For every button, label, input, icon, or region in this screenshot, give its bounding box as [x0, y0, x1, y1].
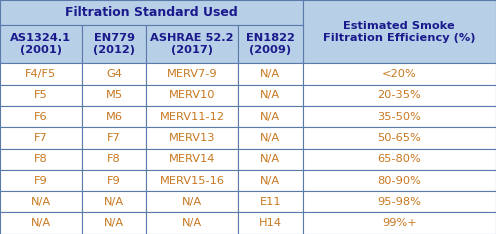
Bar: [82, 127, 146, 149]
Bar: [238, 63, 303, 85]
Text: Filtration Standard Used: Filtration Standard Used: [65, 6, 238, 19]
Text: N/A: N/A: [260, 133, 280, 143]
Bar: [303, 0, 496, 63]
Bar: [238, 25, 303, 63]
Text: F7: F7: [34, 133, 48, 143]
Text: 65-80%: 65-80%: [377, 154, 421, 164]
Bar: [238, 149, 303, 170]
Text: N/A: N/A: [260, 69, 280, 79]
Text: F4/F5: F4/F5: [25, 69, 57, 79]
Text: N/A: N/A: [260, 90, 280, 100]
Bar: [82, 25, 146, 63]
Bar: [146, 127, 238, 149]
Bar: [146, 170, 238, 191]
Bar: [0, 25, 82, 63]
Text: F5: F5: [34, 90, 48, 100]
Text: 35-50%: 35-50%: [377, 112, 421, 122]
Bar: [238, 85, 303, 106]
Bar: [82, 85, 146, 106]
Bar: [238, 127, 303, 149]
Text: N/A: N/A: [31, 218, 51, 228]
Text: F6: F6: [34, 112, 48, 122]
Bar: [238, 212, 303, 234]
Text: ASHRAE 52.2
(2017): ASHRAE 52.2 (2017): [150, 33, 234, 55]
Text: F7: F7: [107, 133, 121, 143]
Text: 20-35%: 20-35%: [377, 90, 421, 100]
Text: M5: M5: [106, 90, 123, 100]
Bar: [238, 191, 303, 212]
Text: N/A: N/A: [260, 112, 280, 122]
Bar: [238, 170, 303, 191]
Text: AS1324.1
(2001): AS1324.1 (2001): [10, 33, 71, 55]
Text: G4: G4: [106, 69, 122, 79]
Text: N/A: N/A: [104, 197, 124, 207]
Bar: [303, 212, 496, 234]
Text: 50-65%: 50-65%: [377, 133, 421, 143]
Text: N/A: N/A: [182, 218, 202, 228]
Bar: [146, 212, 238, 234]
Bar: [82, 212, 146, 234]
Bar: [303, 85, 496, 106]
Text: <20%: <20%: [382, 69, 417, 79]
Text: E11: E11: [259, 197, 281, 207]
Bar: [0, 149, 82, 170]
Text: MERV7-9: MERV7-9: [167, 69, 218, 79]
Text: MERV11-12: MERV11-12: [160, 112, 225, 122]
Bar: [303, 63, 496, 85]
Text: N/A: N/A: [260, 154, 280, 164]
Bar: [0, 85, 82, 106]
Bar: [0, 191, 82, 212]
Text: F9: F9: [107, 176, 121, 186]
Text: M6: M6: [106, 112, 123, 122]
Bar: [82, 106, 146, 127]
Bar: [146, 25, 238, 63]
Text: N/A: N/A: [260, 176, 280, 186]
Bar: [146, 106, 238, 127]
Bar: [303, 170, 496, 191]
Bar: [146, 149, 238, 170]
Bar: [0, 170, 82, 191]
Text: F9: F9: [34, 176, 48, 186]
Bar: [82, 149, 146, 170]
Text: MERV15-16: MERV15-16: [160, 176, 225, 186]
Bar: [0, 106, 82, 127]
Text: N/A: N/A: [104, 218, 124, 228]
Text: 99%+: 99%+: [382, 218, 417, 228]
Bar: [303, 127, 496, 149]
Bar: [82, 191, 146, 212]
Bar: [146, 85, 238, 106]
Text: 80-90%: 80-90%: [377, 176, 421, 186]
Text: N/A: N/A: [182, 197, 202, 207]
Bar: [146, 191, 238, 212]
Bar: [0, 127, 82, 149]
Bar: [238, 106, 303, 127]
Text: F8: F8: [34, 154, 48, 164]
Text: EN1822
(2009): EN1822 (2009): [246, 33, 295, 55]
Bar: [0, 0, 303, 25]
Text: MERV14: MERV14: [169, 154, 215, 164]
Bar: [0, 212, 82, 234]
Bar: [82, 63, 146, 85]
Bar: [303, 106, 496, 127]
Bar: [303, 191, 496, 212]
Bar: [303, 149, 496, 170]
Text: EN779
(2012): EN779 (2012): [93, 33, 135, 55]
Text: MERV13: MERV13: [169, 133, 215, 143]
Text: Estimated Smoke
Filtration Efficiency (%): Estimated Smoke Filtration Efficiency (%…: [323, 21, 476, 43]
Bar: [146, 63, 238, 85]
Text: 95-98%: 95-98%: [377, 197, 421, 207]
Text: F8: F8: [107, 154, 121, 164]
Text: MERV10: MERV10: [169, 90, 215, 100]
Bar: [0, 63, 82, 85]
Bar: [82, 170, 146, 191]
Text: N/A: N/A: [31, 197, 51, 207]
Text: H14: H14: [259, 218, 282, 228]
